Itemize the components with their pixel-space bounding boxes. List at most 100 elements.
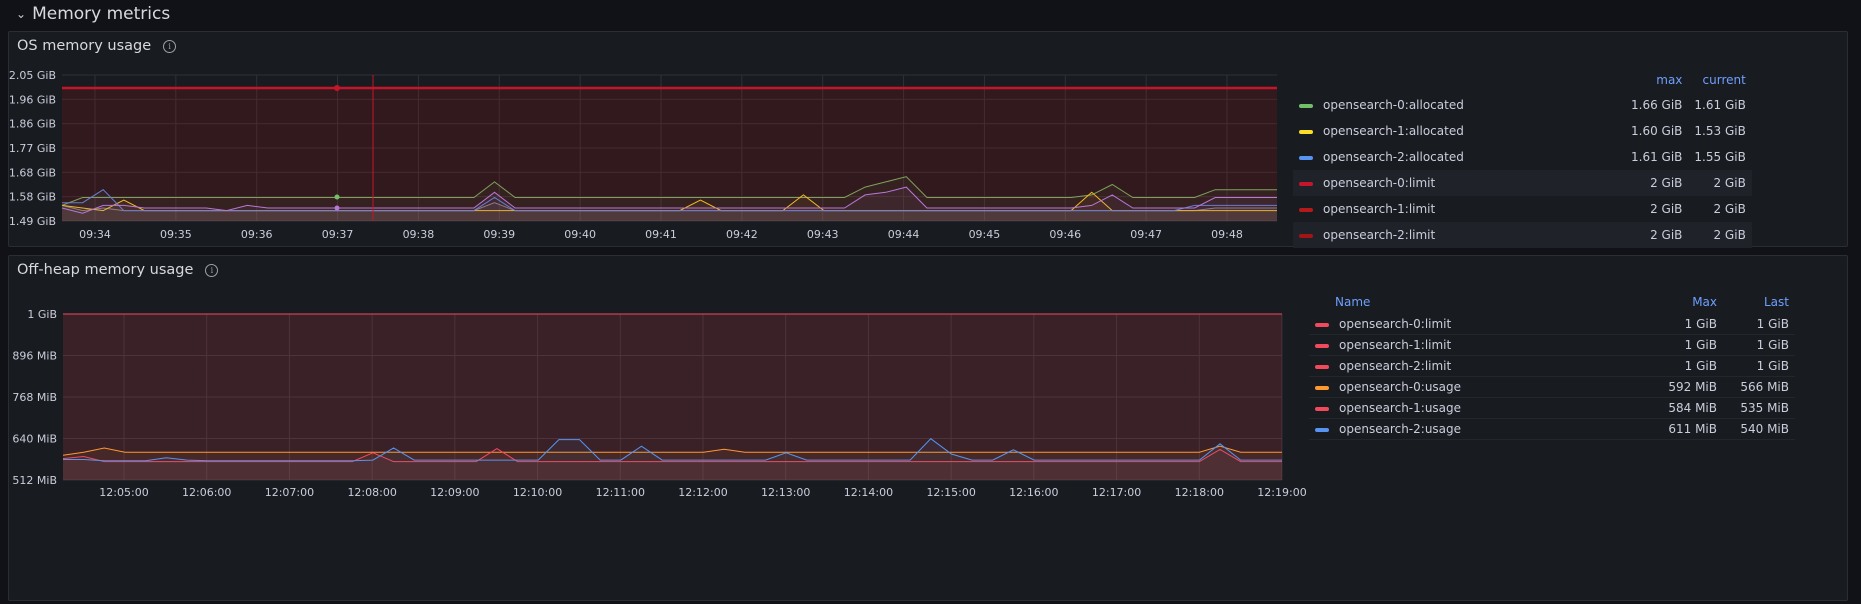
y-tick-label: 768 MiB xyxy=(12,391,57,404)
legend-max: 1.60 GiB xyxy=(1631,124,1683,138)
x-tick-label: 09:40 xyxy=(564,228,596,241)
chevron-down-icon[interactable]: ⌄ xyxy=(16,7,27,21)
legend-series-name[interactable]: opensearch-2:usage xyxy=(1309,418,1641,440)
series-color-swatch xyxy=(1315,406,1329,411)
legend-max: 1 GiB xyxy=(1641,314,1723,335)
os-memory-chart[interactable]: 2.05 GiB 1.96 GiB 1.86 GiB 1.77 GiB 1.68 GiB… xyxy=(9,32,1289,242)
legend-item[interactable]: opensearch-0:allocated 1.66 GiB 1.61 GiB xyxy=(1293,92,1752,118)
x-tick-label: 09:37 xyxy=(322,228,354,241)
y-tick-label: 512 MiB xyxy=(12,474,57,487)
series-color-swatch xyxy=(1315,364,1329,369)
info-icon[interactable]: i xyxy=(205,263,219,277)
series-area xyxy=(62,88,1277,221)
legend-series-name[interactable]: opensearch-2:limit xyxy=(1309,355,1641,377)
legend-current: 1.55 GiB xyxy=(1694,150,1746,164)
offheap-memory-legend: Name Max Last opensearch-0:limit 1 GiB 1 G… xyxy=(1309,290,1845,440)
x-tick-label: 09:35 xyxy=(160,228,192,241)
legend-item[interactable]: opensearch-1:limit 1 GiB 1 GiB xyxy=(1309,334,1795,356)
legend-item[interactable]: opensearch-2:allocated 1.61 GiB 1.55 GiB xyxy=(1293,144,1752,170)
x-tick-label: 12:16:00 xyxy=(1009,486,1058,499)
x-tick-label: 09:44 xyxy=(888,228,920,241)
series-area xyxy=(62,189,1277,221)
series-area xyxy=(63,314,1282,480)
legend-last: 1 GiB xyxy=(1723,334,1795,356)
legend-series-name[interactable]: opensearch-2:limit xyxy=(1293,222,1625,248)
legend-label: opensearch-1:limit xyxy=(1323,202,1436,216)
info-icon[interactable]: i xyxy=(163,39,177,53)
panel-title[interactable]: OS memory usage i xyxy=(17,38,177,54)
legend-series-name[interactable]: opensearch-1:limit xyxy=(1293,196,1625,222)
x-tick-label: 12:09:00 xyxy=(430,486,479,499)
legend-last: 1 GiB xyxy=(1723,355,1795,377)
series-color-swatch xyxy=(1315,427,1329,432)
x-tick-label: 12:15:00 xyxy=(926,486,975,499)
offheap-memory-chart[interactable]: 1 GiB 896 MiB 768 MiB 640 MiB 512 MiB 12:05:0… xyxy=(9,256,1309,596)
y-tick-label: 2.05 GiB xyxy=(9,69,56,82)
x-tick-label: 12:14:00 xyxy=(844,486,893,499)
hover-point xyxy=(334,85,340,91)
legend-header-max[interactable]: Max xyxy=(1692,295,1717,309)
legend-item[interactable]: opensearch-0:limit 2 GiB 2 GiB xyxy=(1293,170,1752,196)
legend-item[interactable]: opensearch-2:limit 2 GiB 2 GiB xyxy=(1293,222,1752,248)
series-line-opensearch-1:usage[interactable] xyxy=(62,448,1282,463)
legend-item[interactable]: opensearch-1:allocated 1.60 GiB 1.53 GiB xyxy=(1293,118,1752,144)
legend-series-name[interactable]: opensearch-1:limit xyxy=(1309,334,1641,356)
series-area xyxy=(63,438,1282,480)
legend-item[interactable]: opensearch-0:usage 592 MiB 566 MiB xyxy=(1309,376,1795,398)
series-color-swatch xyxy=(1299,233,1313,238)
x-tick-label: 12:07:00 xyxy=(265,486,314,499)
legend-series-name[interactable]: opensearch-0:limit xyxy=(1309,314,1641,335)
legend-current: 1.61 GiB xyxy=(1694,98,1746,112)
legend-series-name[interactable]: opensearch-0:usage xyxy=(1309,376,1641,398)
legend-label: opensearch-0:limit xyxy=(1323,176,1436,190)
legend-current: 2 GiB xyxy=(1688,222,1752,248)
legend-header-name[interactable]: Name xyxy=(1335,295,1371,309)
legend-series-name[interactable]: opensearch-1:usage xyxy=(1309,397,1641,419)
x-tick-label: 09:48 xyxy=(1211,228,1243,241)
legend-item[interactable]: opensearch-1:usage 584 MiB 535 MiB xyxy=(1309,397,1795,419)
legend-series-name[interactable]: opensearch-1:allocated xyxy=(1293,118,1625,144)
legend-current: 2 GiB xyxy=(1713,202,1746,216)
x-tick-label: 12:11:00 xyxy=(596,486,645,499)
series-line-opensearch-0:usage[interactable] xyxy=(61,186,1277,214)
legend-label: opensearch-2:allocated xyxy=(1323,150,1464,164)
x-tick-label: 09:41 xyxy=(645,228,677,241)
legend-last: 540 MiB xyxy=(1723,418,1795,440)
legend-current: 2 GiB xyxy=(1688,170,1752,196)
legend-max: 611 MiB xyxy=(1641,418,1723,440)
os-memory-panel: OS memory usage i 2.05 GiB 1.96 GiB 1.86 G… xyxy=(8,31,1848,268)
legend-series-name[interactable]: opensearch-0:allocated xyxy=(1293,92,1625,118)
legend-header-current[interactable]: current xyxy=(1702,73,1746,87)
legend-item[interactable]: opensearch-0:limit 1 GiB 1 GiB xyxy=(1309,314,1795,335)
series-line-opensearch-2:allocated[interactable] xyxy=(62,189,1277,212)
legend-label: opensearch-1:allocated xyxy=(1323,124,1464,138)
legend-item[interactable]: opensearch-2:limit 1 GiB 1 GiB xyxy=(1309,355,1795,377)
x-tick-label: 12:08:00 xyxy=(347,486,396,499)
row-header-memory-metrics[interactable]: ⌄ Memory metrics xyxy=(16,0,170,28)
y-tick-label: 1 GiB xyxy=(27,308,57,321)
x-tick-label: 09:36 xyxy=(241,228,273,241)
series-line-opensearch-0:usage[interactable] xyxy=(62,445,1282,456)
legend-series-name[interactable]: opensearch-0:limit xyxy=(1293,170,1625,196)
panel-title[interactable]: Off-heap memory usage i xyxy=(17,262,219,278)
legend-item[interactable]: opensearch-1:limit 2 GiB 2 GiB xyxy=(1293,196,1752,222)
series-area xyxy=(62,88,1277,221)
panel-title-text: Off-heap memory usage xyxy=(17,262,194,278)
series-line-opensearch-0:allocated[interactable] xyxy=(61,176,1277,206)
legend-series-name[interactable]: opensearch-2:allocated xyxy=(1293,144,1625,170)
series-color-swatch xyxy=(1299,181,1313,186)
series-color-swatch xyxy=(1299,207,1313,212)
legend-last: 535 MiB xyxy=(1723,397,1795,419)
y-tick-label: 640 MiB xyxy=(12,433,57,446)
legend-header-last[interactable]: Last xyxy=(1764,295,1789,309)
offheap-memory-panel: Off-heap memory usage i 1 GiB 896 MiB 768 … xyxy=(8,255,1848,601)
legend-header-max[interactable]: max xyxy=(1656,73,1683,87)
hover-point xyxy=(334,205,340,211)
series-line-opensearch-2:usage[interactable] xyxy=(63,438,1282,462)
legend-item[interactable]: opensearch-2:usage 611 MiB 540 MiB xyxy=(1309,418,1795,440)
x-tick-label: 12:19:00 xyxy=(1257,486,1306,499)
legend-max: 592 MiB xyxy=(1641,376,1723,398)
series-color-swatch xyxy=(1315,343,1329,348)
x-tick-label: 12:18:00 xyxy=(1175,486,1224,499)
legend-max: 584 MiB xyxy=(1641,397,1723,419)
